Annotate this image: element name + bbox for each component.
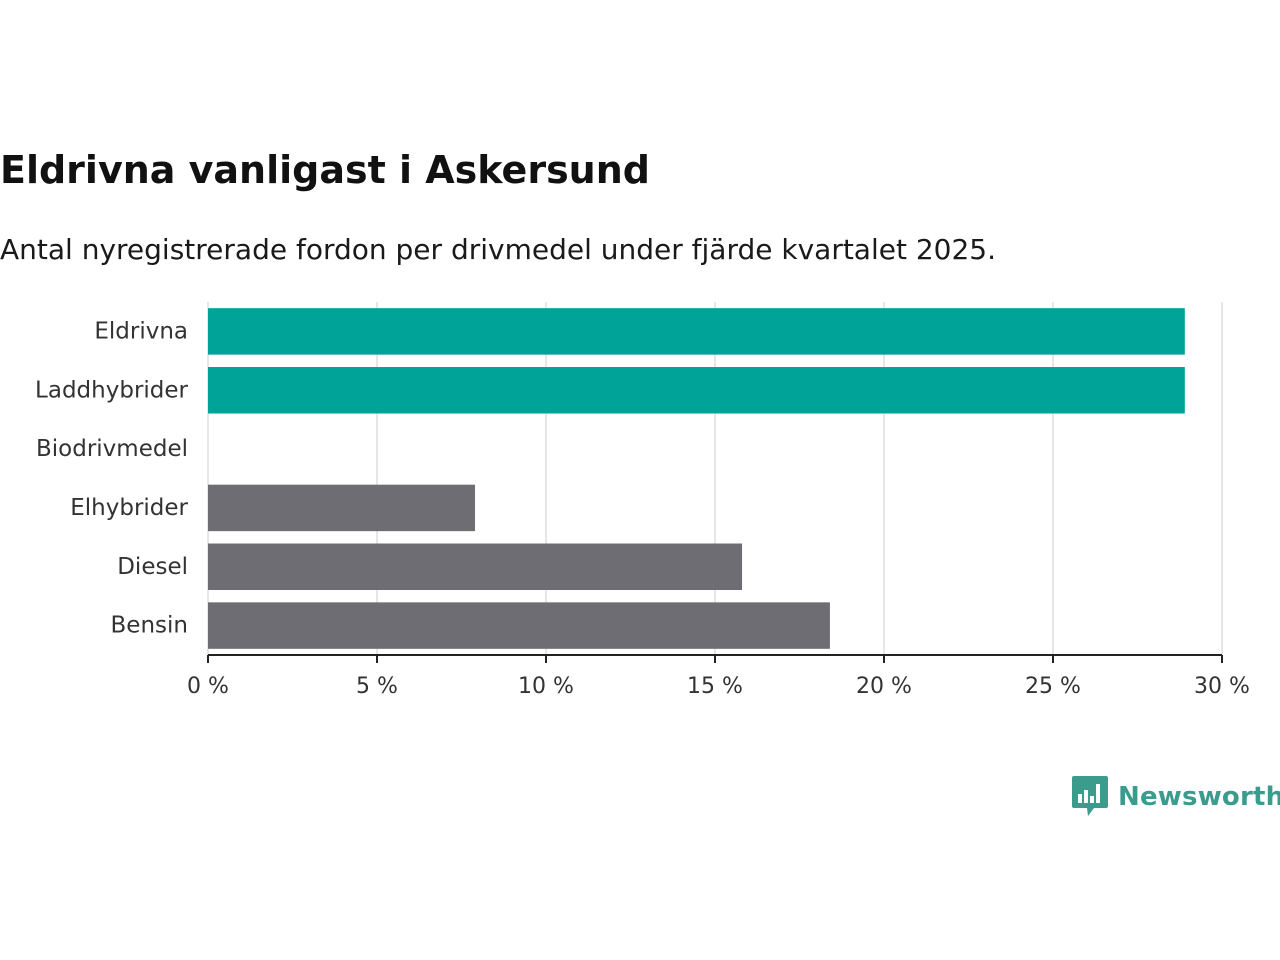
category-label-biodrivmedel: Biodrivmedel (36, 436, 188, 462)
category-label-eldrivna: Eldrivna (94, 318, 188, 344)
brand-name: Newsworthy (1118, 782, 1280, 812)
chart-title: Eldrivna vanligast i Askersund (0, 148, 650, 192)
category-label-diesel: Diesel (117, 554, 188, 580)
newsworthy-logo: Newsworthy (1072, 776, 1280, 818)
x-tick-label-30: 30 % (1194, 674, 1250, 699)
x-tick-label-20: 20 % (856, 674, 912, 699)
x-tick-label-10: 10 % (518, 674, 574, 699)
bar-elhybrider (208, 484, 476, 532)
bars (208, 308, 1185, 649)
chart-subtitle: Antal nyregistrerade fordon per drivmede… (0, 233, 997, 266)
category-labels: Eldrivna Laddhybrider Biodrivmedel Elhybrid… (35, 318, 188, 638)
bar-laddhybrider (208, 367, 1185, 414)
bar-diesel (208, 543, 743, 590)
x-tick-label-0: 0 % (187, 674, 229, 699)
category-label-laddhybrider: Laddhybrider (35, 377, 188, 403)
x-tick-label-5: 5 % (356, 674, 398, 699)
gridlines (207, 302, 1223, 655)
bar-bensin (208, 602, 830, 649)
x-tick-label-25: 25 % (1025, 674, 1081, 699)
x-tick-label-15: 15 % (687, 674, 743, 699)
x-axis: 0 % 5 % 10 % 15 % 20 % 25 % 30 % (187, 654, 1250, 699)
category-label-bensin: Bensin (111, 613, 188, 639)
category-label-elhybrider: Elhybrider (70, 495, 188, 521)
bar-chart-bubble-icon (1072, 776, 1108, 816)
bar-eldrivna (208, 308, 1185, 355)
